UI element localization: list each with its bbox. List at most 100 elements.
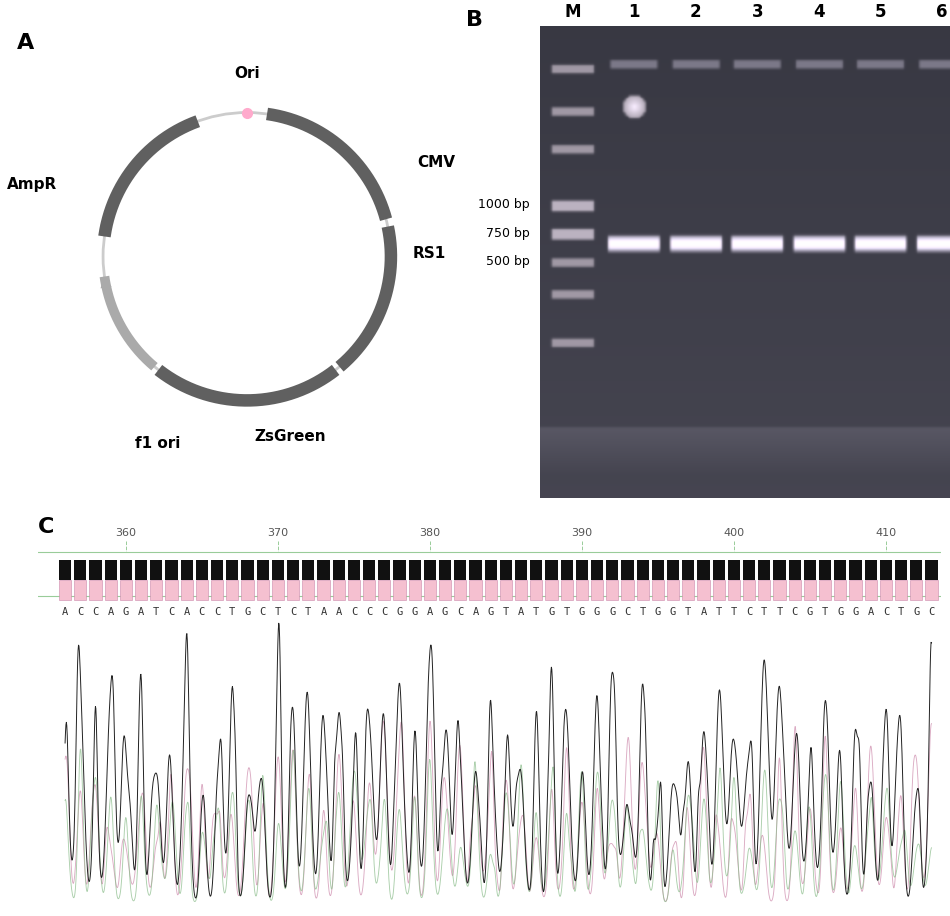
Text: A: A (427, 607, 433, 617)
Bar (256, 580, 269, 600)
Bar (621, 580, 634, 600)
Text: G: G (396, 607, 403, 617)
Bar (545, 580, 558, 600)
Bar (758, 561, 770, 580)
Text: A: A (867, 607, 874, 617)
Bar (576, 561, 588, 580)
Bar (302, 580, 314, 600)
Text: C: C (791, 607, 798, 617)
Bar (469, 561, 482, 580)
Bar (773, 561, 786, 580)
Bar (332, 580, 345, 600)
Bar (515, 580, 527, 600)
Text: T: T (776, 607, 783, 617)
Bar (667, 561, 679, 580)
Text: T: T (275, 607, 281, 617)
Bar (196, 561, 208, 580)
Text: T: T (715, 607, 722, 617)
Bar (500, 561, 512, 580)
Bar (211, 561, 223, 580)
Text: CMV: CMV (417, 156, 455, 170)
Text: 1000 bp: 1000 bp (479, 199, 530, 212)
Bar (849, 561, 862, 580)
Text: C: C (92, 607, 99, 617)
Text: C: C (199, 607, 205, 617)
Text: C: C (366, 607, 372, 617)
Text: C: C (351, 607, 357, 617)
Text: T: T (761, 607, 768, 617)
Text: C: C (624, 607, 631, 617)
Bar (241, 561, 254, 580)
Bar (697, 561, 710, 580)
Text: G: G (852, 607, 859, 617)
Text: A: A (107, 607, 114, 617)
Bar (424, 561, 436, 580)
Bar (484, 580, 497, 600)
Bar (788, 580, 801, 600)
Bar (500, 580, 512, 600)
Text: C: C (38, 517, 54, 537)
Bar (697, 580, 710, 600)
Bar (408, 561, 421, 580)
Bar (363, 580, 375, 600)
Bar (910, 561, 922, 580)
Text: A: A (472, 607, 479, 617)
Text: C: C (883, 607, 889, 617)
Text: T: T (305, 607, 312, 617)
Bar (120, 580, 132, 600)
Text: A: A (183, 607, 190, 617)
Bar (515, 561, 527, 580)
Bar (636, 580, 649, 600)
Text: C: C (928, 607, 935, 617)
Text: 380: 380 (419, 528, 441, 538)
Bar (135, 580, 147, 600)
Bar (272, 561, 284, 580)
Bar (910, 580, 922, 600)
Bar (226, 561, 238, 580)
Bar (104, 561, 117, 580)
Text: A: A (62, 607, 68, 617)
Bar (180, 580, 193, 600)
Bar (241, 580, 254, 600)
Text: ZsGreen: ZsGreen (255, 429, 326, 444)
Bar (378, 580, 390, 600)
Bar (834, 561, 846, 580)
Bar (880, 580, 892, 600)
Bar (393, 580, 406, 600)
Text: G: G (807, 607, 813, 617)
Bar (74, 561, 86, 580)
Bar (439, 561, 451, 580)
Bar (743, 580, 755, 600)
Bar (895, 580, 907, 600)
Text: RS1: RS1 (412, 246, 446, 261)
Text: G: G (670, 607, 676, 617)
Bar (211, 580, 223, 600)
Bar (89, 561, 102, 580)
Text: T: T (229, 607, 236, 617)
Text: AmpR: AmpR (7, 177, 57, 192)
Bar (560, 580, 573, 600)
Bar (135, 561, 147, 580)
Bar (150, 580, 162, 600)
Text: A: A (320, 607, 327, 617)
Bar (363, 561, 375, 580)
Text: A: A (138, 607, 144, 617)
Bar (834, 580, 846, 600)
Bar (348, 580, 360, 600)
Bar (652, 561, 664, 580)
Text: T: T (822, 607, 828, 617)
Bar (469, 580, 482, 600)
Text: G: G (548, 607, 555, 617)
Text: 4: 4 (813, 3, 825, 20)
Text: T: T (731, 607, 737, 617)
Text: 390: 390 (571, 528, 593, 538)
Bar (591, 561, 603, 580)
Text: C: C (168, 607, 175, 617)
Bar (682, 580, 694, 600)
Bar (89, 580, 102, 600)
Bar (925, 561, 938, 580)
Text: 360: 360 (115, 528, 137, 538)
Text: G: G (244, 607, 251, 617)
Bar (819, 580, 831, 600)
Bar (317, 580, 330, 600)
